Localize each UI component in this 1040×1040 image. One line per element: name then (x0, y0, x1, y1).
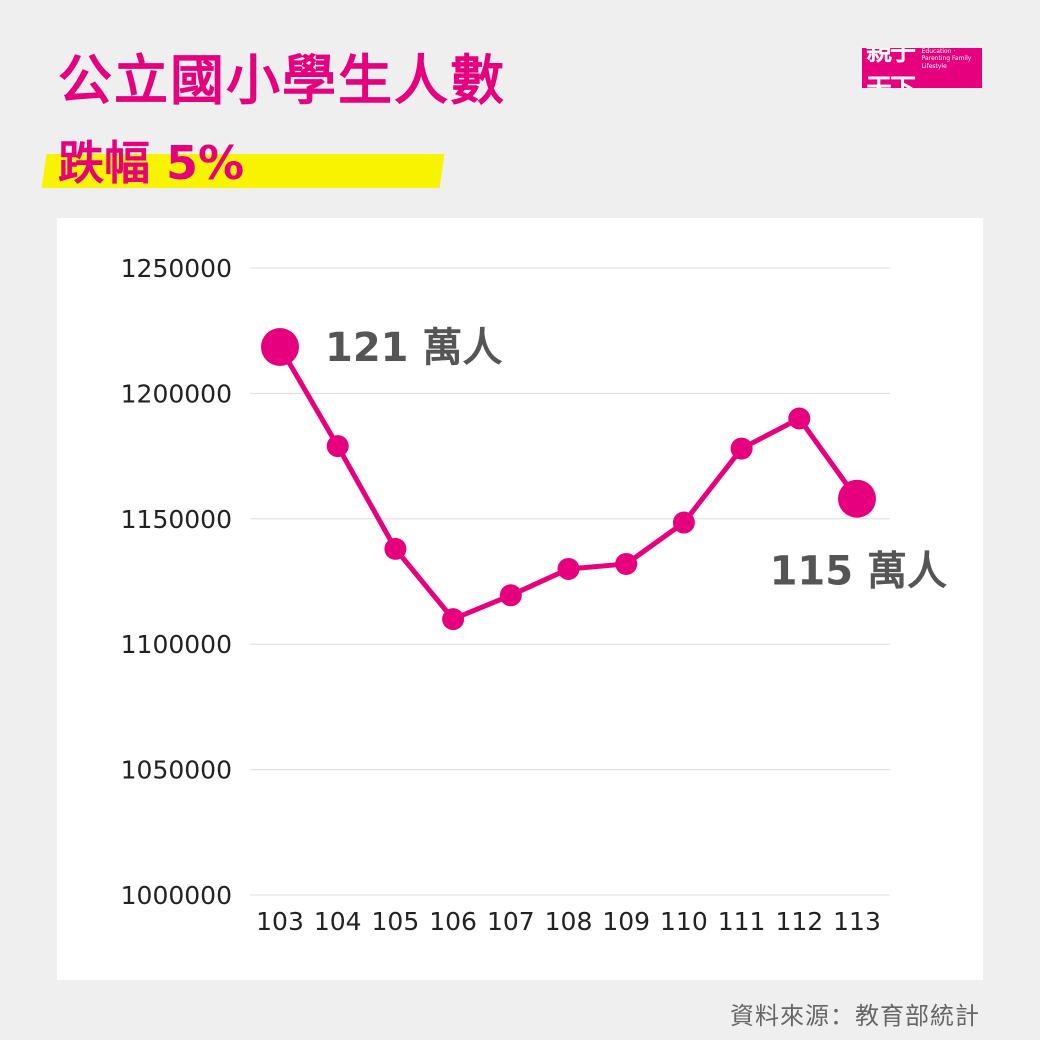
y-tick-label: 1250000 (121, 254, 232, 283)
data-point (384, 537, 407, 560)
x-tick-label: 104 (314, 907, 362, 936)
data-point (557, 557, 580, 580)
data-annotation: 121 萬人 (325, 325, 502, 371)
x-tick-label: 108 (545, 907, 593, 936)
page-title: 公立國小學生人數 (58, 49, 506, 112)
x-tick-label: 113 (833, 907, 881, 936)
logo-subtext: Education · Parenting Family Lifestyle (921, 48, 972, 70)
x-tick-label: 112 (775, 907, 823, 936)
data-point (838, 479, 876, 518)
data-point (261, 328, 299, 367)
x-tick-label: 109 (602, 907, 650, 936)
y-tick-label: 1050000 (121, 756, 232, 785)
brand-logo: 親子天下 Education · Parenting Family Lifest… (862, 48, 982, 88)
subtitle-block: 跌幅 5% (41, 136, 445, 190)
page-subtitle: 跌幅 5% (58, 136, 245, 190)
x-tick-label: 105 (372, 907, 420, 936)
y-tick-label: 1150000 (121, 505, 232, 534)
x-tick-label: 110 (660, 907, 708, 936)
source-note: 資料來源：教育部統計 (730, 1002, 980, 1030)
data-point (788, 407, 811, 430)
data-point (499, 584, 522, 607)
data-point (615, 552, 638, 575)
y-tick-label: 1200000 (121, 379, 232, 408)
data-point (730, 437, 753, 460)
data-point (442, 608, 465, 631)
data-point (326, 435, 349, 458)
data-annotation: 115 萬人 (770, 549, 947, 595)
x-tick-label: 106 (429, 907, 477, 936)
data-point (672, 511, 695, 534)
x-tick-label: 111 (718, 907, 766, 936)
logo-text: 親子天下 (866, 48, 916, 88)
y-tick-label: 1000000 (121, 881, 232, 910)
x-tick-label: 103 (256, 907, 304, 936)
x-tick-label: 107 (487, 907, 535, 936)
y-tick-label: 1100000 (121, 630, 232, 659)
